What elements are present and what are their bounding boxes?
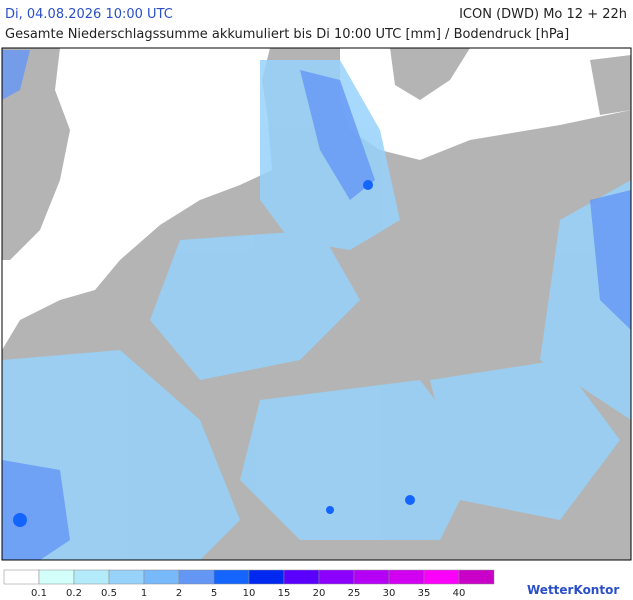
legend-swatch — [248, 569, 285, 585]
legend-swatch — [38, 569, 75, 585]
legend-label: 0.2 — [66, 588, 82, 599]
legend-swatch — [73, 569, 110, 585]
logo: WetterKontor — [527, 583, 619, 597]
legend-swatch — [108, 569, 145, 585]
date-title: Di, 04.08.2026 10:00 UTC — [5, 7, 173, 22]
legend-swatch — [318, 569, 355, 585]
legend-swatch — [353, 569, 390, 585]
legend-swatch — [3, 569, 40, 585]
legend-swatch — [388, 569, 425, 585]
map — [1, 47, 632, 561]
legend-label: 0.1 — [31, 588, 47, 599]
north-sea — [2, 48, 272, 350]
model-title: ICON (DWD) Mo 12 + 22h — [459, 7, 627, 22]
legend-label: 10 — [243, 588, 256, 599]
legend-swatch — [178, 569, 215, 585]
legend-label: 2 — [176, 588, 182, 599]
legend-label: 5 — [211, 588, 217, 599]
east-coast — [590, 55, 631, 115]
legend-label: 0.5 — [101, 588, 117, 599]
legend-swatch — [423, 569, 460, 585]
legend-label: 30 — [383, 588, 396, 599]
legend-label: 1 — [141, 588, 147, 599]
precipitation-intense — [13, 180, 415, 527]
legend-swatch — [143, 569, 180, 585]
sweden — [390, 48, 470, 100]
england — [2, 48, 70, 260]
map-frame — [1, 47, 632, 561]
legend-swatch — [213, 569, 250, 585]
subtitle: Gesamte Niederschlagssumme akkumuliert b… — [5, 27, 569, 42]
legend-label: 40 — [453, 588, 466, 599]
legend: 0.1 0.2 0.5 1 2 5 10 15 20 25 30 35 40 — [3, 569, 495, 599]
legend-swatch — [283, 569, 320, 585]
legend-label: 20 — [313, 588, 326, 599]
legend-swatch — [458, 569, 495, 585]
precipitation-heavy — [2, 50, 631, 560]
legend-label: 15 — [278, 588, 291, 599]
legend-label: 35 — [418, 588, 431, 599]
legend-label: 25 — [348, 588, 361, 599]
